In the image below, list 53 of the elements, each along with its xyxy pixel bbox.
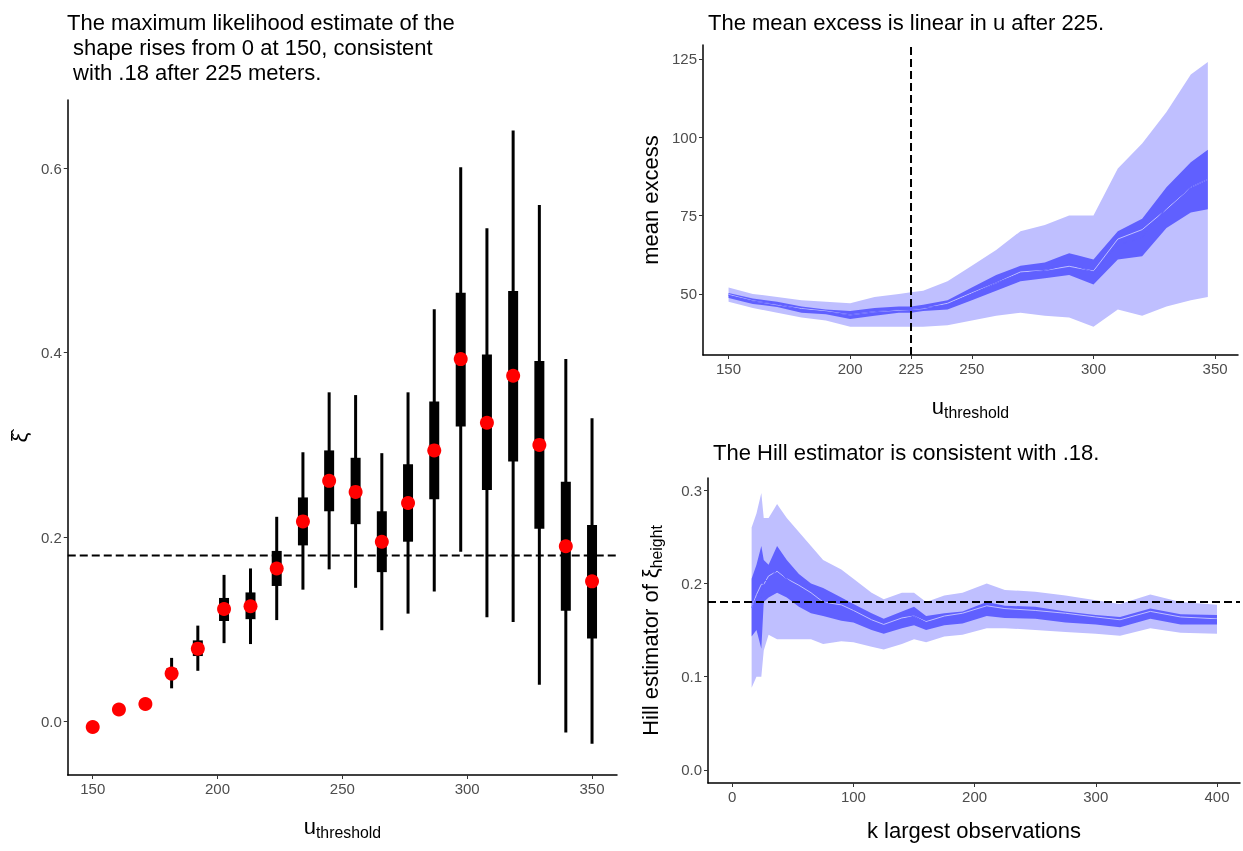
x-tick-label: 250 xyxy=(329,780,355,797)
y-tick-label: 0.6 xyxy=(40,159,62,177)
y-tick-label: 0.3 xyxy=(681,481,702,499)
y-tick-label: 0.1 xyxy=(681,668,702,686)
x-tick-label: 200 xyxy=(962,788,988,805)
point xyxy=(138,697,153,711)
x-tick-label: 350 xyxy=(1202,360,1228,377)
x-tick-label: 300 xyxy=(1080,360,1106,377)
x-axis-title: k largest observations xyxy=(867,817,1081,843)
y-tick-label: 0.4 xyxy=(40,344,62,362)
x-tick-label: 225 xyxy=(898,360,924,377)
y-tick-label: 75 xyxy=(680,207,697,225)
y-tick-label: 100 xyxy=(671,128,697,146)
y-axis-title: mean excess xyxy=(637,135,663,265)
point xyxy=(585,574,600,589)
point xyxy=(506,368,521,383)
x-tick-label: 150 xyxy=(80,780,106,797)
y-tick-label: 50 xyxy=(680,285,697,303)
y-tick-label: 0.2 xyxy=(40,528,62,546)
chart-title: The mean excess is linear in u after 225. xyxy=(708,10,1105,35)
point xyxy=(217,602,232,617)
y-tick-label: 125 xyxy=(671,50,697,68)
x-tick-label: 200 xyxy=(205,780,231,797)
point xyxy=(322,473,337,488)
point xyxy=(243,599,258,614)
point xyxy=(479,415,494,430)
y-axis-title: Hill estimator of ξheight xyxy=(638,524,665,736)
point xyxy=(295,514,310,529)
point xyxy=(111,702,126,717)
x-tick-label: 100 xyxy=(840,788,866,805)
point xyxy=(558,539,573,554)
point xyxy=(401,495,416,510)
x-tick-label: 200 xyxy=(837,360,863,377)
point xyxy=(427,443,442,458)
chart-title: The Hill estimator is consistent with .18. xyxy=(713,440,1100,465)
point xyxy=(532,437,547,452)
x-tick-label: 0 xyxy=(728,788,737,805)
y-tick-label: 0.0 xyxy=(40,713,62,731)
x-tick-label: 250 xyxy=(959,360,985,377)
x-tick-label: 300 xyxy=(454,780,480,797)
x-tick-label: 300 xyxy=(1083,788,1109,805)
point xyxy=(374,534,389,549)
point xyxy=(453,352,468,367)
point xyxy=(348,484,363,499)
point xyxy=(85,720,100,735)
point xyxy=(269,561,284,576)
x-tick-label: 400 xyxy=(1204,788,1230,805)
x-tick-label: 350 xyxy=(579,780,605,797)
y-axis-title: ξ̂ xyxy=(6,428,32,443)
y-tick-label: 0.0 xyxy=(681,761,702,779)
chart-title: The maximum likelihood estimate of the shape rises from 0 at 150, consistent with .18 after 225 meters. xyxy=(67,10,455,85)
x-tick-label: 150 xyxy=(716,360,742,377)
y-tick-label: 0.2 xyxy=(681,574,702,592)
